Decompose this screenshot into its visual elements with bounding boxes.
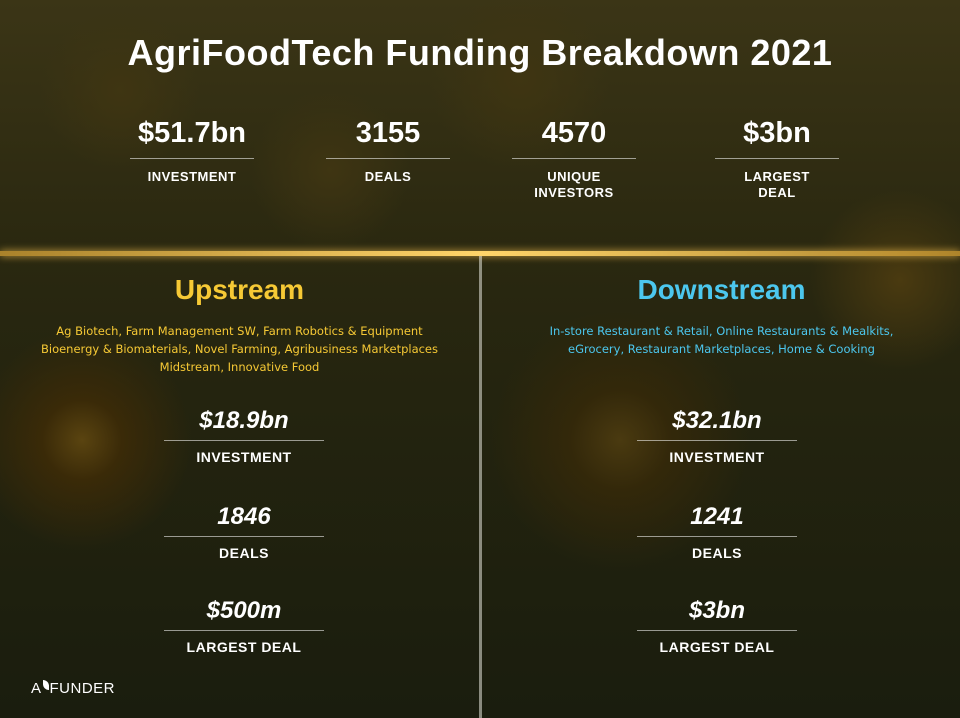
divider (164, 630, 324, 631)
upstream-deals: 1846 DEALS (164, 500, 324, 561)
stat-label: INVESTMENT (196, 449, 292, 465)
upstream-heading: Upstream (174, 274, 305, 305)
kpi-label: INVESTMENT (147, 169, 237, 184)
divider (326, 158, 450, 159)
divider (637, 630, 797, 631)
kpi-largest-deal: $3bn LARGEST DEAL (715, 112, 839, 201)
stat-label: LARGEST DEAL (186, 639, 302, 655)
logo-text-a: A (31, 680, 42, 697)
category-line: Ag Biotech, Farm Management SW, Farm Rob… (56, 324, 423, 338)
category-line: Bioenergy & Biomaterials, Novel Farming,… (40, 342, 439, 356)
divider (637, 440, 797, 441)
upstream-investment: $18.9bn INVESTMENT (164, 404, 324, 465)
kpi-investment: $51.7bn INVESTMENT (130, 112, 254, 185)
logo-text-b: FUNDER (49, 680, 116, 697)
kpi-label: DEALS (364, 169, 412, 184)
divider (715, 158, 839, 159)
category-line: In-store Restaurant & Retail, Online Res… (549, 324, 894, 338)
category-line: eGrocery, Restaurant Marketplaces, Home … (568, 342, 875, 356)
stat-value: $32.1bn (672, 407, 762, 434)
stat-label: LARGEST DEAL (659, 639, 775, 655)
divider (512, 158, 636, 159)
stat-label: DEALS (219, 545, 269, 561)
kpi-value: 3155 (355, 117, 421, 149)
stat-value: 1241 (690, 503, 744, 530)
downstream-heading: Downstream (637, 274, 806, 305)
kpi-value: $3bn (743, 117, 811, 149)
stat-label: DEALS (692, 545, 742, 561)
kpi-value: $51.7bn (138, 117, 246, 149)
divider (164, 440, 324, 441)
divider (637, 536, 797, 537)
kpi-value: 4570 (541, 117, 607, 149)
downstream-investment: $32.1bn INVESTMENT (637, 404, 797, 465)
stat-label: INVESTMENT (669, 449, 765, 465)
divider (164, 536, 324, 537)
downstream-largest-deal: $3bn LARGEST DEAL (637, 594, 797, 655)
downstream-categories: In-store Restaurant & Retail, Online Res… (482, 322, 960, 358)
agfunder-logo: A FUNDER (31, 679, 116, 697)
stat-value: $500m (206, 597, 282, 624)
category-line: Midstream, Innovative Food (159, 360, 320, 374)
leaf-icon (42, 679, 49, 690)
section-divider-horizontal (0, 251, 960, 256)
stat-value: $3bn (688, 597, 745, 624)
kpi-unique-investors: 4570 UNIQUE INVESTORS (512, 112, 636, 201)
upstream-largest-deal: $500m LARGEST DEAL (164, 594, 324, 655)
kpi-label: UNIQUE INVESTORS (534, 169, 614, 200)
divider (130, 158, 254, 159)
page-title: AgriFoodTech Funding Breakdown 2021 (127, 32, 833, 73)
kpi-deals: 3155 DEALS (326, 112, 450, 185)
stat-value: 1846 (217, 503, 271, 530)
section-divider-vertical (479, 256, 482, 718)
upstream-categories: Ag Biotech, Farm Management SW, Farm Rob… (0, 322, 479, 376)
kpi-label: LARGEST DEAL (744, 169, 810, 200)
stat-value: $18.9bn (199, 407, 289, 434)
downstream-deals: 1241 DEALS (637, 500, 797, 561)
